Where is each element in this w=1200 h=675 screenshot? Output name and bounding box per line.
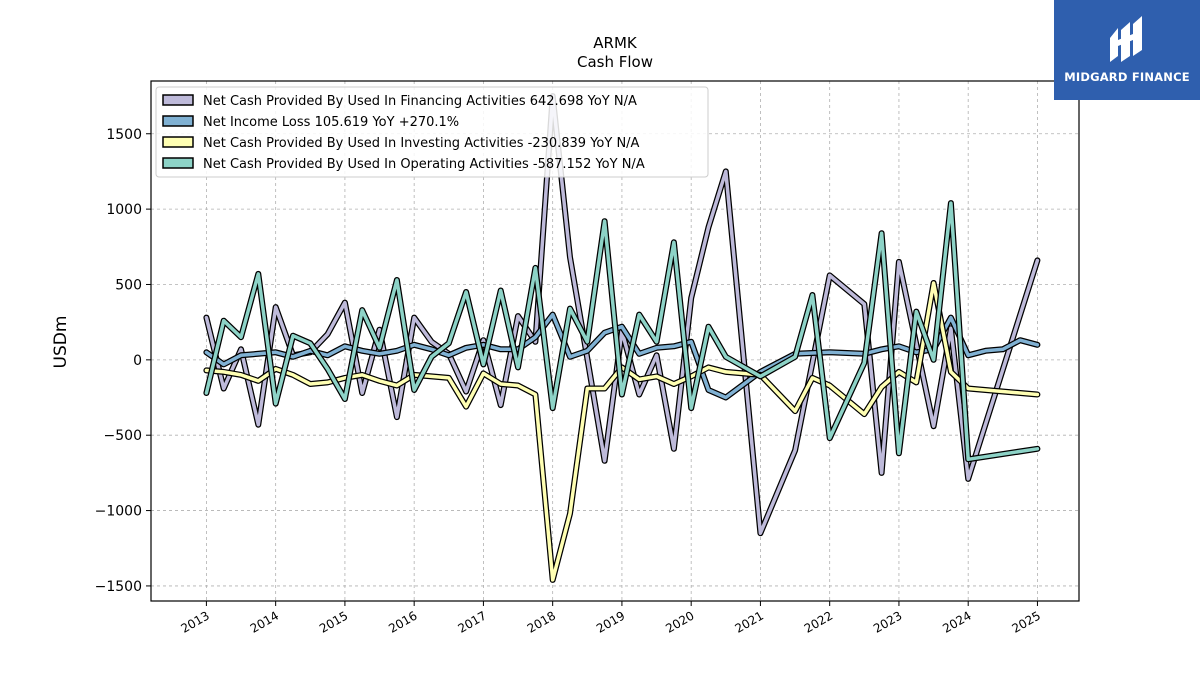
y-tick-label: 500 [115,277,142,293]
y-tick-label: 1500 [106,127,142,143]
series-line-3 [204,201,1040,462]
legend-label: Net Cash Provided By Used In Operating A… [203,157,645,172]
y-tick-label: −1500 [95,579,142,595]
x-tick-label: 2024 [940,608,973,635]
x-tick-label: 2020 [663,608,696,635]
brand-logo: MIDGARD FINANCE [1054,0,1200,100]
axis-ticks: −1500 −1000 −500 0 500 1000 1500 2013 2014 2015 20… [95,127,1043,636]
legend-label: Net Income Loss 105.619 YoY +270.1% [203,115,459,130]
x-tick-label: 2015 [317,608,350,635]
series-line-2 [204,281,1040,582]
logo-mark-icon [1110,16,1142,62]
y-tick-label: −500 [104,428,142,444]
y-axis-label: USDm [51,316,71,369]
x-tick-label: 2018 [525,608,558,635]
x-tick-label: 2016 [386,608,419,635]
x-tick-label: 2023 [871,608,904,635]
legend-label: Net Cash Provided By Used In Financing A… [203,94,637,109]
x-tick-label: 2021 [732,608,765,635]
x-tick-label: 2019 [594,608,627,635]
series-lines [203,93,1041,583]
legend-swatch [162,136,194,148]
y-tick-label: −1000 [95,504,142,520]
logo-text: MIDGARD FINANCE [1064,70,1190,84]
x-tick-label: 2013 [178,608,211,635]
chart-title: ARMK [593,34,638,52]
y-tick-label: 1000 [106,202,142,218]
x-tick-label: 2017 [455,608,488,635]
x-tick-label: 2014 [248,608,281,635]
legend: Net Cash Provided By Used In Financing A… [155,86,709,178]
x-tick-label: 2025 [1009,608,1042,635]
chart-subtitle: Cash Flow [577,53,653,71]
legend-swatch [162,94,194,106]
y-tick-label: 0 [133,353,142,369]
legend-swatch [162,157,194,169]
legend-label: Net Cash Provided By Used In Investing A… [203,136,640,151]
legend-swatch [162,115,194,127]
plot-frame [150,80,1080,602]
x-tick-label: 2022 [802,608,835,635]
legend-box [155,86,709,178]
